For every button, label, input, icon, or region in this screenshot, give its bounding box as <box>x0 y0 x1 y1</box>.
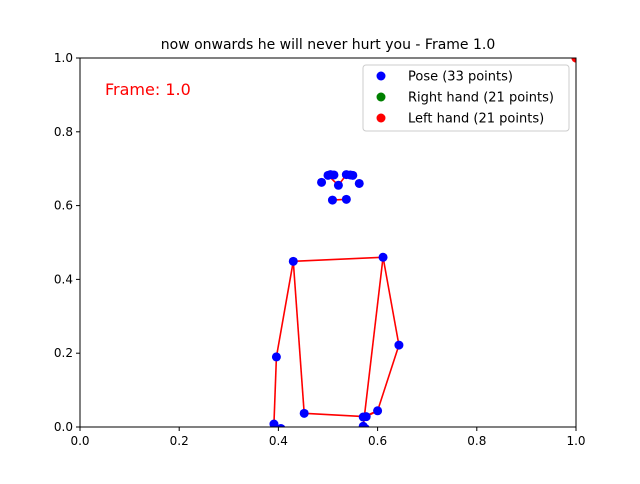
pose-point <box>373 406 382 415</box>
frame-annotation: Frame: 1.0 <box>105 80 191 99</box>
x-tick-label: 0.2 <box>170 434 189 448</box>
pose-point <box>379 253 388 262</box>
legend-marker <box>377 114 386 123</box>
y-tick-label: 1.0 <box>54 51 73 65</box>
chart-title: now onwards he will never hurt you - Fra… <box>161 37 496 53</box>
pose-point <box>342 195 351 204</box>
y-tick-label: 0.0 <box>54 420 73 434</box>
pose-point <box>348 171 357 180</box>
legend-label: Pose (33 points) <box>408 70 513 85</box>
y-tick-label: 0.4 <box>54 272 73 286</box>
y-tick-label: 0.8 <box>54 125 73 139</box>
y-tick-label: 0.6 <box>54 199 73 213</box>
pose-point <box>359 413 368 422</box>
x-tick-label: 0.6 <box>368 434 387 448</box>
pose-point <box>329 170 338 179</box>
legend-label: Right hand (21 points) <box>408 91 554 106</box>
x-tick-label: 0.0 <box>70 434 89 448</box>
x-tick-label: 0.4 <box>269 434 288 448</box>
pose-point <box>355 179 364 188</box>
legend-marker <box>377 72 386 81</box>
pose-point <box>300 409 309 418</box>
pose-point <box>289 257 298 266</box>
y-tick-label: 0.2 <box>54 346 73 360</box>
legend: Pose (33 points) Right hand (21 points) Le… <box>363 65 569 131</box>
pose-point <box>328 196 337 205</box>
pose-point <box>272 352 281 361</box>
pose-point <box>334 181 343 190</box>
x-tick-label: 1.0 <box>566 434 585 448</box>
x-tick-label: 0.8 <box>467 434 486 448</box>
pose-point <box>317 178 326 187</box>
legend-label: Left hand (21 points) <box>408 112 544 127</box>
pose-point <box>394 341 403 350</box>
legend-marker <box>377 93 386 102</box>
